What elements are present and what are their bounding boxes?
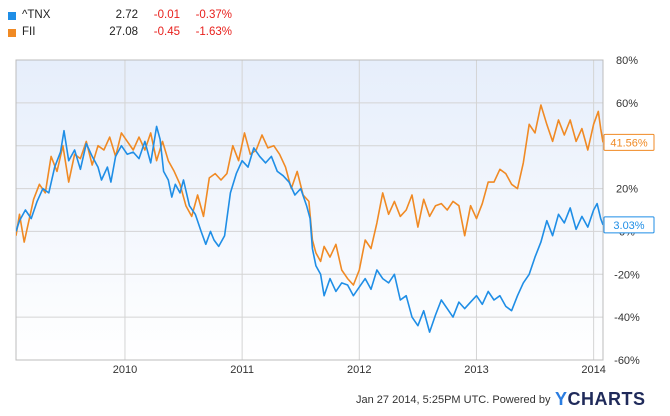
legend-last-value: 2.72 (115, 9, 138, 21)
legend-last-value: 27.08 (109, 26, 138, 38)
y-tick-label: 20% (616, 184, 638, 196)
legend-symbol: ^TNX (22, 9, 51, 21)
legend-change: -0.01 (153, 9, 180, 21)
legend-symbol: FII (22, 26, 36, 38)
legend-row-fii[interactable]: FII 27.08 -0.45 -1.63% (8, 25, 268, 42)
x-tick-label: 2010 (113, 364, 137, 376)
series-lines (16, 104, 603, 333)
footer-timestamp: Jan 27 2014, 5:25PM UTC. Powered by (356, 394, 551, 406)
fii-color-swatch (8, 29, 16, 37)
x-axis: 2010 2011 2012 2013 2014 (113, 364, 606, 376)
svg-text:3.03%: 3.03% (613, 220, 644, 232)
legend-row-tnx[interactable]: ^TNX 2.72 -0.01 -0.37% (8, 8, 268, 25)
end-label-tnx: 3.03% (603, 216, 655, 234)
y-tick-label: -60% (614, 355, 640, 367)
y-tick-label: -20% (614, 269, 640, 281)
plot-border (15, 59, 604, 361)
ycharts-logo-text: CHARTS (567, 389, 646, 409)
ycharts-logo[interactable]: YCHARTS (555, 389, 646, 410)
ycharts-logo-y: Y (555, 389, 568, 409)
legend-change: -0.45 (153, 26, 180, 38)
legend: ^TNX 2.72 -0.01 -0.37% FII 27.08 -0.45 -… (8, 8, 268, 42)
tnx-color-swatch (8, 12, 16, 20)
y-axis: 80%60%40%20%0%-20%-40%-60% (614, 55, 640, 367)
end-labels: 41.56% 3.03% (603, 133, 655, 234)
svg-text:41.56%: 41.56% (610, 137, 648, 149)
legend-change-percent: -1.63% (195, 26, 232, 38)
x-tick-label: 2014 (581, 364, 605, 376)
y-tick-label: 60% (616, 98, 638, 110)
x-tick-label: 2012 (347, 364, 371, 376)
y-tick-label: -40% (614, 312, 640, 324)
end-label-fii: 41.56% (603, 133, 655, 151)
legend-change-percent: -0.37% (195, 9, 232, 21)
series-line-tnx[interactable] (16, 125, 603, 333)
x-tick-label: 2013 (464, 364, 488, 376)
x-tick-label: 2011 (230, 364, 254, 376)
y-tick-label: 80% (616, 55, 638, 67)
